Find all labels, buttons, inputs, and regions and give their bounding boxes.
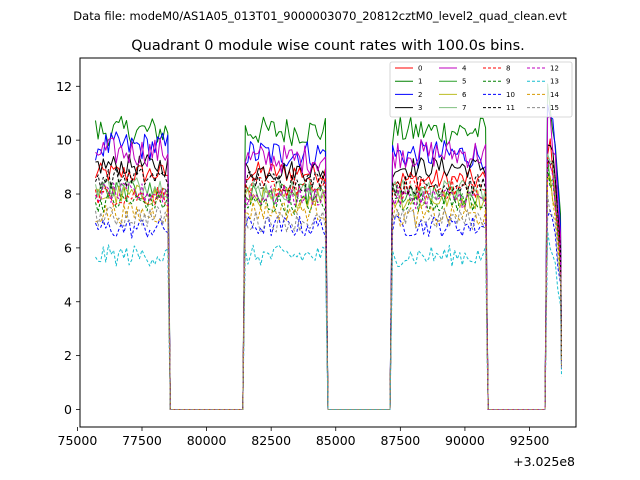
series-line-13 — [95, 230, 562, 410]
x-offset-label: +3.025e8 — [513, 454, 575, 469]
plot-frame — [79, 57, 577, 428]
legend-label-11: 11 — [506, 104, 515, 112]
y-tick-label: 2 — [64, 348, 72, 363]
series-line-1 — [95, 83, 562, 410]
legend-label-2: 2 — [418, 91, 422, 99]
series-line-2 — [95, 104, 562, 410]
series-line-12 — [95, 159, 562, 410]
legend-label-1: 1 — [418, 78, 422, 86]
y-axis: 0 2 4 6 8 10 12 — [56, 79, 80, 417]
x-tick-label: 77500 — [122, 433, 162, 448]
x-tick-label: 75000 — [58, 433, 98, 448]
x-tick-label: 90000 — [445, 433, 485, 448]
series-line-11 — [95, 158, 562, 410]
y-tick-label: 4 — [64, 294, 72, 309]
x-tick-label: 80000 — [187, 433, 227, 448]
legend-label-4: 4 — [462, 65, 467, 73]
legend-label-13: 13 — [550, 78, 559, 86]
legend-box — [389, 61, 573, 118]
legend-label-12: 12 — [550, 65, 559, 73]
legend-label-0: 0 — [418, 65, 422, 73]
series-line-14 — [95, 176, 562, 410]
data-file-header: Data file: modeM0/AS1A05_013T01_90000030… — [73, 9, 567, 23]
legend-label-8: 8 — [506, 65, 510, 73]
legend-label-5: 5 — [462, 78, 466, 86]
legend-label-6: 6 — [462, 91, 467, 99]
series-line-9 — [95, 167, 562, 410]
y-tick-label: 10 — [56, 133, 72, 148]
x-tick-label: 87500 — [380, 433, 420, 448]
y-tick-label: 6 — [64, 240, 72, 255]
plot-series-group — [95, 83, 562, 410]
series-line-10 — [95, 209, 562, 410]
legend-label-3: 3 — [418, 104, 422, 112]
legend-label-15: 15 — [550, 104, 559, 112]
series-line-7 — [95, 153, 562, 410]
legend-label-14: 14 — [550, 91, 559, 99]
chart-title: Quadrant 0 module wise count rates with … — [131, 38, 525, 54]
x-axis: 75000 77500 80000 82500 85000 87500 90000 92500 — [58, 427, 550, 448]
y-tick-label: 0 — [64, 402, 72, 417]
x-tick-label: 92500 — [510, 433, 550, 448]
x-tick-label: 85000 — [316, 433, 356, 448]
series-line-4 — [95, 115, 562, 410]
y-tick-label: 12 — [56, 79, 72, 94]
legend-label-7: 7 — [462, 104, 466, 112]
series-line-15 — [95, 194, 562, 410]
legend-label-9: 9 — [506, 78, 510, 86]
legend-label-10: 10 — [506, 91, 515, 99]
series-line-3 — [95, 144, 562, 410]
x-tick-label: 82500 — [251, 433, 291, 448]
y-tick-label: 8 — [64, 187, 72, 202]
